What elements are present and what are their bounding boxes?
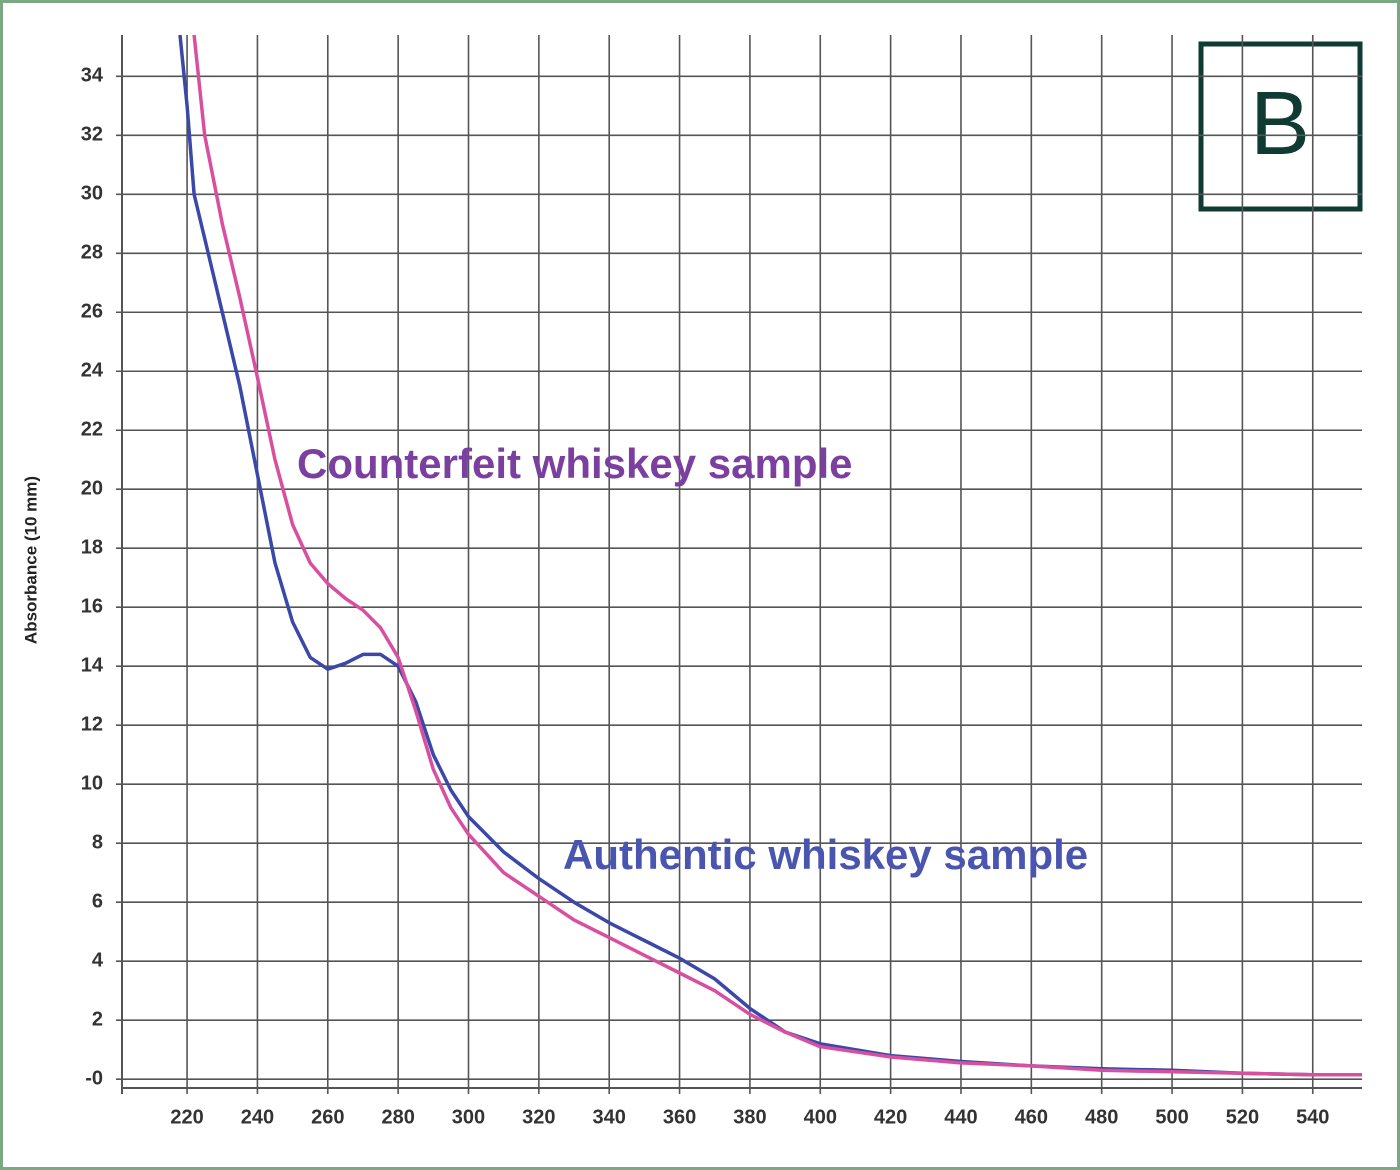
y-tick-label: 2 — [92, 1008, 103, 1030]
y-tick-label: 10 — [81, 772, 103, 794]
x-tick-label: 440 — [944, 1106, 977, 1128]
x-tick-label: 420 — [874, 1106, 907, 1128]
y-tick-label: 4 — [92, 949, 104, 971]
y-axis-label: Absorbance (10 mm) — [21, 476, 40, 644]
y-tick-label: 12 — [81, 713, 103, 735]
y-tick-label: 24 — [81, 360, 104, 382]
data-line — [192, 34, 1362, 1077]
x-tick-label: 260 — [311, 1106, 344, 1128]
y-tick-label: 8 — [92, 831, 103, 853]
x-tick-label: 300 — [452, 1106, 485, 1128]
x-tick-label: 340 — [593, 1106, 626, 1128]
x-tick-label: 320 — [522, 1106, 555, 1128]
x-tick-label: 540 — [1296, 1106, 1329, 1128]
y-tick-label: 14 — [81, 654, 104, 676]
annotation: Authentic whiskey sample — [563, 831, 1088, 878]
x-tick-label: 280 — [381, 1106, 414, 1128]
y-tick-label: 28 — [81, 242, 103, 264]
y-tick-label: 18 — [81, 537, 103, 559]
y-tick-label: 30 — [81, 183, 103, 205]
panel-label: B — [1250, 74, 1310, 174]
x-tick-label: 220 — [170, 1106, 203, 1128]
y-tick-label: 20 — [81, 478, 103, 500]
y-tick-label: 32 — [81, 124, 103, 146]
x-tick-label: 400 — [804, 1106, 837, 1128]
y-tick-label: -0 — [85, 1067, 103, 1089]
y-tick-label: 6 — [92, 890, 103, 912]
x-tick-label: 480 — [1085, 1106, 1118, 1128]
x-tick-label: 500 — [1155, 1106, 1188, 1128]
y-tick-label: 34 — [81, 65, 104, 87]
x-tick-label: 460 — [1015, 1106, 1048, 1128]
annotation: Counterfeit whiskey sample — [297, 440, 853, 487]
panel-box — [1198, 41, 1363, 212]
x-tick-label: 520 — [1226, 1106, 1259, 1128]
y-tick-label: 26 — [81, 301, 103, 323]
x-tick-label: 380 — [733, 1106, 766, 1128]
x-tick-label: 360 — [663, 1106, 696, 1128]
y-tick-label: 16 — [81, 595, 103, 617]
y-tick-label: 22 — [81, 419, 103, 441]
x-tick-label: 240 — [241, 1106, 274, 1128]
